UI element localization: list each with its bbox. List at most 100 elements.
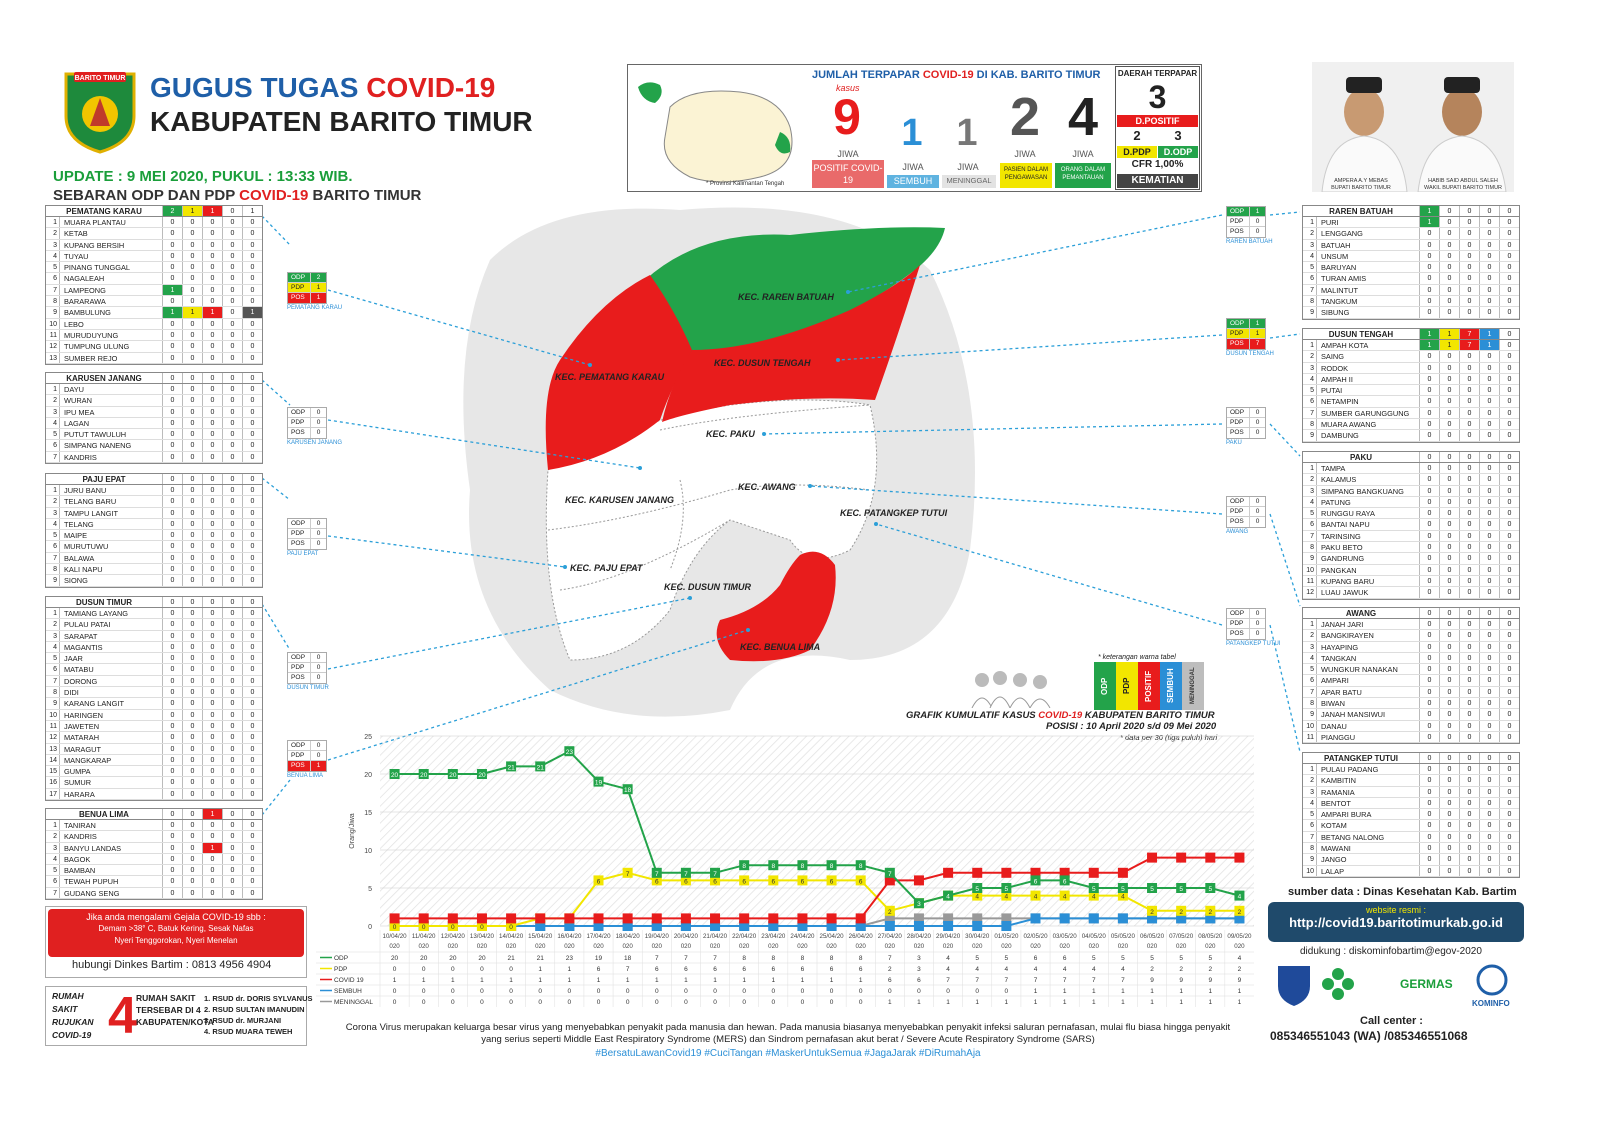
rs-rujukan-label: RUMAH SAKIT RUJUKAN COVID-19 [52, 991, 94, 1040]
data-point [651, 921, 662, 931]
row-number: 10 [1303, 564, 1317, 575]
village-name: DANAU [1321, 721, 1347, 731]
data-label: 4 [1005, 894, 1009, 901]
table-row: 8 MUARA AWANG 0 0 0 0 0 [1303, 419, 1519, 431]
table-row: 4 LAGAN 0 0 0 0 0 [46, 417, 262, 430]
table-cell: 0 [222, 653, 242, 664]
mini-summary-box: ODP 0 PDP 0 POS 0 [287, 652, 327, 684]
table-cell: 0 [1479, 575, 1499, 587]
table-cell: 0 [1499, 474, 1519, 485]
data-label: 21 [537, 764, 545, 771]
table-cell: 0 [222, 417, 242, 429]
data-point [943, 867, 954, 878]
table-cell: 0 [1499, 720, 1519, 731]
table-row: 7 BETANG NALONG 0 0 0 0 0 [1303, 831, 1519, 844]
table-value: 1 [713, 977, 717, 984]
x-tick-label: 13/04/20 [470, 933, 495, 940]
table-value: 7 [888, 955, 892, 962]
website-link[interactable]: website resmi : http://covid19.baritotim… [1268, 902, 1524, 942]
data-label: 20 [478, 772, 486, 779]
district-table-header: AWANG 0 0 0 0 0 [1303, 608, 1519, 619]
cfr-value: CFR 1,00% [1131, 159, 1184, 170]
row-number: 4 [1303, 373, 1317, 385]
district-total-cell: 0 [202, 474, 222, 484]
table-cell: 0 [1419, 407, 1439, 419]
table-cell: 1 [1419, 217, 1439, 228]
table-value: 1 [568, 977, 572, 984]
data-point [884, 905, 895, 916]
district-total-cell: 1 [1439, 329, 1459, 339]
table-cell: 0 [162, 352, 182, 363]
table-cell: 0 [1499, 641, 1519, 652]
table-cell: 0 [1479, 250, 1499, 262]
village-name: PINANG TUNGGAL [64, 263, 130, 273]
table-cell: 0 [1459, 217, 1479, 228]
table-cell: 0 [1439, 731, 1459, 743]
mini-row-label: PDP [291, 284, 305, 291]
table-cell: 0 [202, 228, 222, 239]
odp-jiwa: JIWA [1072, 149, 1094, 159]
table-cell: 0 [1479, 228, 1499, 239]
table-cell: 0 [1459, 564, 1479, 575]
table-value: 7 [975, 977, 979, 984]
table-cell: 0 [182, 720, 202, 732]
table-cell: 0 [162, 743, 182, 754]
kalteng-inset-map: * Provinsi Kalimantan Tengah [638, 82, 793, 187]
row-number: 1 [46, 608, 60, 619]
mini-row-label: PDP [1230, 218, 1244, 225]
row-number: 8 [46, 296, 60, 307]
table-cell: 0 [1419, 619, 1439, 630]
table-row: 7 SUMBER GARUNGGUNG 0 0 0 0 0 [1303, 407, 1519, 420]
village-name: HARARA [64, 789, 95, 799]
village-name: MAIPE [64, 531, 87, 541]
table-row: 3 KUPANG BERSIH 0 0 0 0 0 [46, 239, 262, 251]
table-cell: 0 [182, 675, 202, 687]
table-value: 1 [946, 999, 950, 1006]
row-number: 3 [1303, 239, 1317, 250]
row-number: 6 [1303, 396, 1317, 407]
row-number: 3 [46, 507, 60, 518]
row-number: 4 [1303, 496, 1317, 508]
row-number: 3 [46, 239, 60, 250]
table-value: 4 [1238, 955, 1242, 962]
table-cell: 0 [162, 451, 182, 463]
table-cell: 0 [242, 641, 262, 653]
table-cell: 0 [202, 865, 222, 876]
district-total-cell: 0 [1499, 608, 1519, 618]
data-label: 3 [917, 901, 921, 908]
village-name: SIMPANG NANENG [64, 441, 132, 451]
table-value: 5 [1005, 955, 1009, 962]
table-cell: 0 [1479, 709, 1499, 720]
village-name: TUYAU [64, 251, 89, 261]
table-cell: 0 [1459, 786, 1479, 797]
data-point [1117, 913, 1128, 924]
table-value: 7 [684, 955, 688, 962]
table-row: 4 TANGKAN 0 0 0 0 0 [1303, 652, 1519, 665]
table-cell: 0 [202, 341, 222, 352]
data-point [1205, 883, 1216, 893]
data-point [739, 921, 750, 931]
call-center-numbers[interactable]: 085346551043 (WA) /085346551068 [1270, 1029, 1468, 1043]
table-cell: 0 [222, 619, 242, 630]
district-total-cell: 0 [1459, 206, 1479, 216]
table-cell: 0 [1479, 351, 1499, 362]
village-name: BANTAI NAPU [1321, 520, 1370, 530]
table-row: 9 KARANG LANGIT 0 0 0 0 0 [46, 698, 262, 710]
table-value: 0 [655, 988, 659, 995]
table-cell: 0 [1499, 463, 1519, 474]
table-cell: 1 [202, 307, 222, 318]
table-cell: 0 [182, 743, 202, 754]
table-value: 0 [975, 988, 979, 995]
data-label: 21 [507, 764, 515, 771]
x-tick-label: 22/04/20 [732, 933, 757, 940]
table-cell: 0 [1479, 553, 1499, 564]
table-cell: 0 [1479, 698, 1499, 709]
data-point [1059, 890, 1070, 901]
data-label: 8 [771, 863, 775, 870]
data-label: 19 [595, 780, 603, 787]
table-value: 1 [1034, 999, 1038, 1006]
row-number: 3 [1303, 641, 1317, 652]
table-cell: 0 [1479, 463, 1499, 474]
table-row: 1 JURU BANU 0 0 0 0 0 [46, 485, 262, 497]
table-cell: 0 [242, 417, 262, 429]
